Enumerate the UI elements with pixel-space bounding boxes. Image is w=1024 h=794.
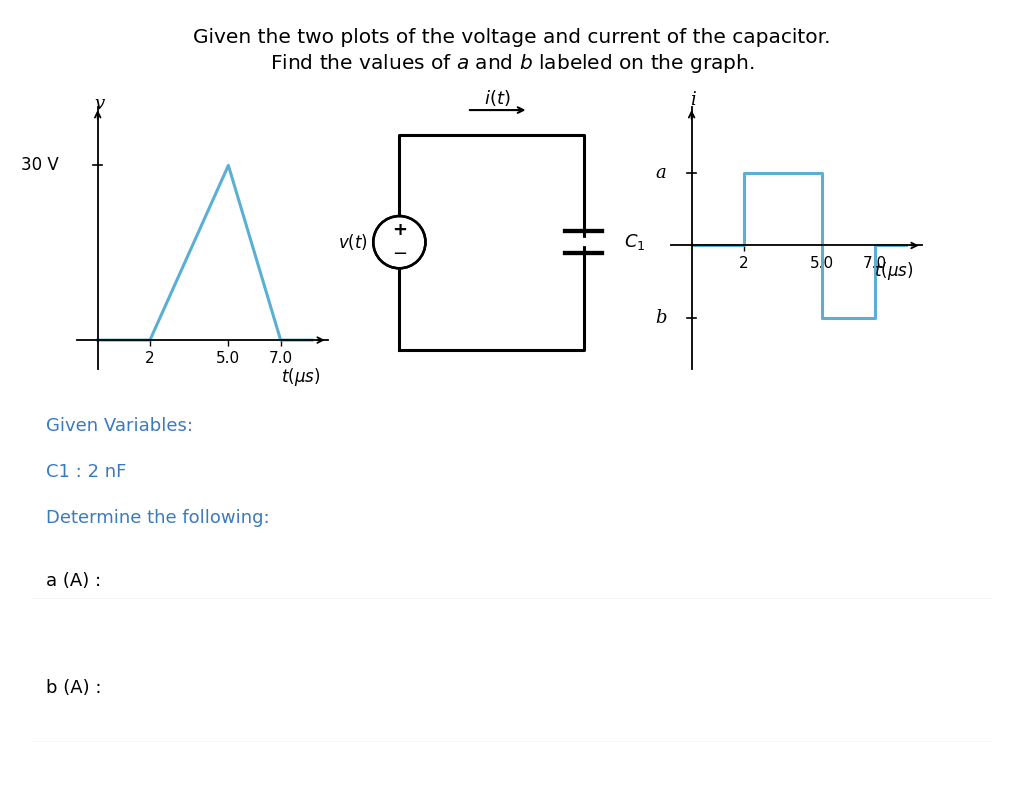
- Text: 30 V: 30 V: [20, 156, 58, 175]
- Text: Given the two plots of the voltage and current of the capacitor.: Given the two plots of the voltage and c…: [194, 28, 830, 47]
- Text: a (A) :: a (A) :: [46, 572, 101, 590]
- Text: C1 : 2 nF: C1 : 2 nF: [46, 463, 126, 481]
- Circle shape: [373, 216, 426, 268]
- Text: i: i: [690, 91, 696, 109]
- Text: $t(\mu s)$: $t(\mu s)$: [281, 366, 319, 388]
- Text: a: a: [655, 164, 666, 182]
- Text: +: +: [392, 222, 407, 240]
- Text: $t(\mu s)$: $t(\mu s)$: [874, 260, 913, 282]
- Text: v: v: [94, 95, 104, 113]
- Text: $v(t)$: $v(t)$: [338, 232, 369, 252]
- Text: +: +: [392, 222, 407, 240]
- Text: −: −: [392, 245, 407, 263]
- Text: Given Variables:: Given Variables:: [46, 417, 194, 435]
- Text: $i(t)$: $i(t)$: [484, 88, 511, 108]
- Text: Find the values of $\mathit{a}$ and $\mathit{b}$ labeled on the graph.: Find the values of $\mathit{a}$ and $\ma…: [269, 52, 755, 75]
- Text: b (A) :: b (A) :: [46, 679, 101, 697]
- Text: −: −: [392, 245, 407, 263]
- Text: $C_1$: $C_1$: [624, 232, 645, 252]
- Text: b: b: [655, 309, 667, 327]
- Text: Determine the following:: Determine the following:: [46, 509, 269, 527]
